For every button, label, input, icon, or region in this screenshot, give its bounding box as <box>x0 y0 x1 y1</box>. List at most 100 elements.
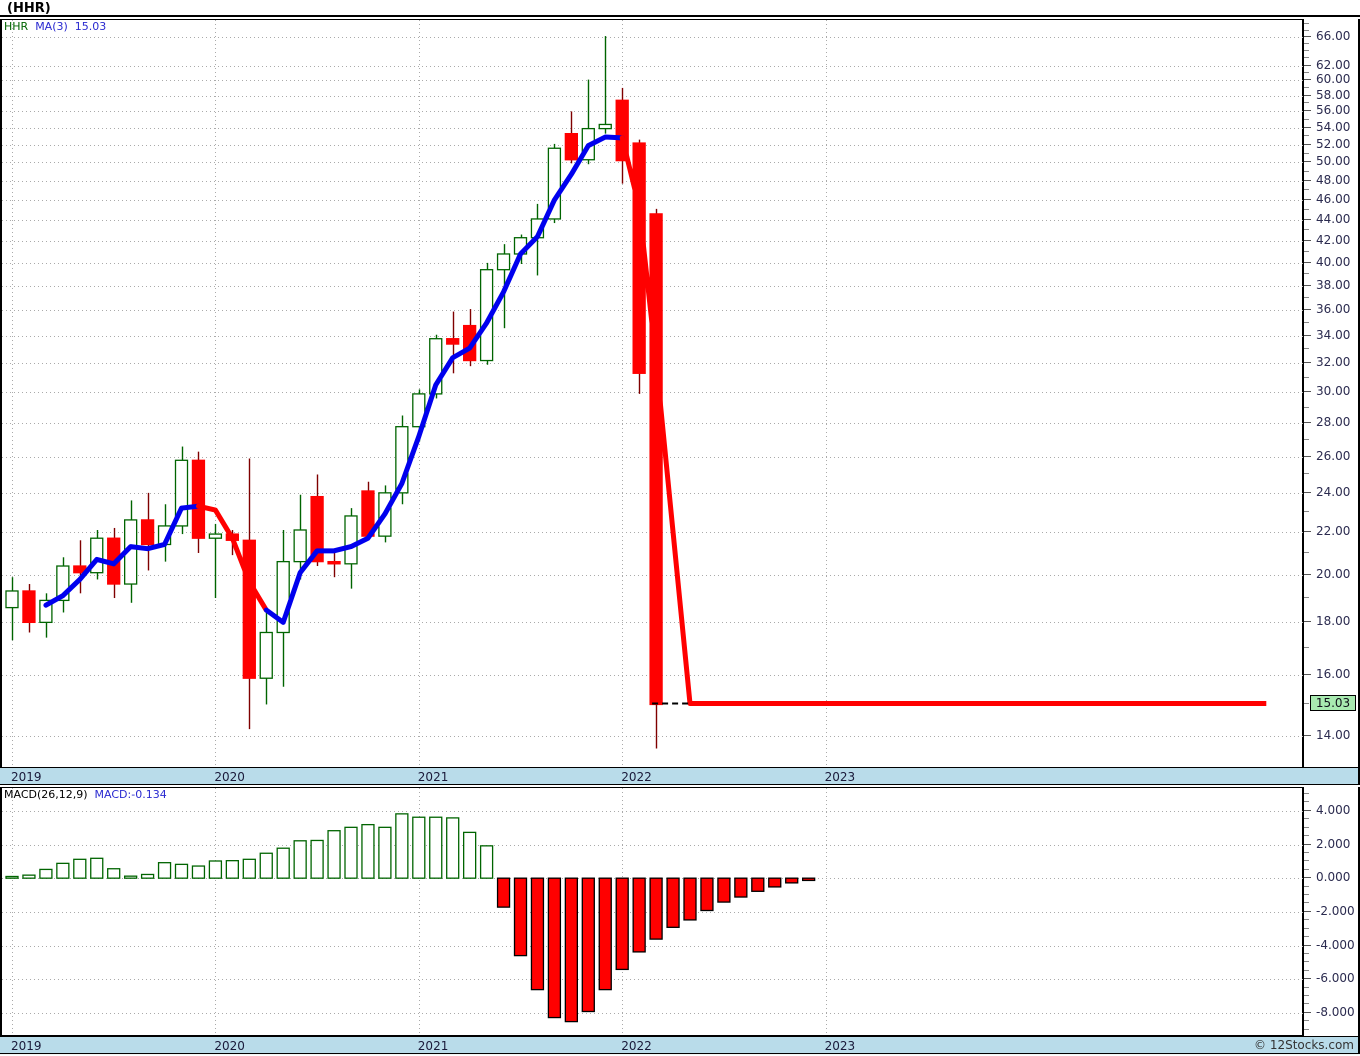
price-chart-panel[interactable] <box>0 19 1304 767</box>
price-tick-label: 26.00 <box>1316 448 1351 463</box>
macd-y-axis: 4.000 2.000 0.000 -2.000 -4.000 -6.000 -8.000 <box>1304 787 1360 1036</box>
x-axis-year-label-price: 2019 <box>11 770 42 784</box>
macd-x-axis-stub <box>1304 1036 1360 1054</box>
macd-minor-tick <box>1304 852 1309 853</box>
legend-symbol: HHR <box>4 20 29 33</box>
price-minor-tick <box>1304 30 1309 31</box>
price-minor-tick <box>1304 552 1309 553</box>
price-tick-mark <box>1304 65 1311 66</box>
price-tick-label: 62.00 <box>1316 57 1351 72</box>
macd-tick-mark <box>1304 1012 1311 1013</box>
macd-tick-label: -4.000 <box>1316 937 1355 952</box>
price-tick-mark <box>1304 127 1311 128</box>
price-y-axis: 66.00 62.00 60.00 58.00 56.00 54.00 52.00 50.00… <box>1304 19 1360 767</box>
price-minor-tick <box>1304 647 1309 648</box>
macd-minor-tick <box>1304 987 1309 988</box>
price-tick-mark <box>1304 735 1311 736</box>
macd-minor-tick <box>1304 793 1309 794</box>
price-minor-tick <box>1304 189 1309 190</box>
x-axis-year-label-macd: 2023 <box>824 1039 856 1053</box>
macd-legend: MACD(26,12,9) MACD:-0.134 <box>4 788 167 801</box>
price-tick-label: 34.00 <box>1316 328 1351 343</box>
macd-chart-canvas[interactable] <box>2 788 1304 1035</box>
macd-chart-panel[interactable] <box>0 787 1304 1036</box>
price-minor-tick <box>1304 23 1309 24</box>
macd-minor-tick <box>1304 970 1309 971</box>
price-tick-label: 40.00 <box>1316 254 1351 269</box>
copyright-notice: © 12Stocks.com <box>1254 1038 1354 1052</box>
price-minor-tick <box>1304 119 1309 120</box>
price-tick-label: 22.00 <box>1316 524 1351 539</box>
price-x-axis-band: 2019 2020 2021 2022 2023 <box>0 767 1304 785</box>
macd-x-axis-band: 2019 2020 2021 2022 2023 <box>0 1036 1304 1054</box>
price-tick-mark <box>1304 422 1311 423</box>
price-minor-tick <box>1304 597 1309 598</box>
price-tick-mark <box>1304 180 1311 181</box>
price-tick-label: 60.00 <box>1316 72 1351 87</box>
price-tick-label: 42.00 <box>1316 232 1351 247</box>
price-minor-tick <box>1304 322 1309 323</box>
title-bar: (HHR) <box>0 0 1360 17</box>
price-tick-label: 50.00 <box>1316 154 1351 169</box>
macd-tick-mark <box>1304 945 1311 946</box>
macd-tick-mark <box>1304 911 1311 912</box>
macd-minor-tick <box>1304 835 1309 836</box>
price-tick-label: 32.00 <box>1316 355 1351 370</box>
price-chart-canvas[interactable] <box>2 20 1304 766</box>
price-minor-tick <box>1304 703 1309 704</box>
price-minor-tick <box>1304 153 1309 154</box>
price-minor-tick <box>1304 511 1309 512</box>
macd-minor-tick <box>1304 827 1309 828</box>
price-tick-mark <box>1304 492 1311 493</box>
price-tick-mark <box>1304 79 1311 80</box>
x-axis-year-label-macd: 2022 <box>621 1039 652 1053</box>
price-minor-tick <box>1304 87 1309 88</box>
price-tick-mark <box>1304 199 1311 200</box>
macd-tick-mark <box>1304 810 1311 811</box>
price-tick-mark <box>1304 621 1311 622</box>
x-axis-year-label-macd: 2021 <box>417 1039 449 1053</box>
price-tick-mark <box>1304 285 1311 286</box>
price-tick-label: 54.00 <box>1316 119 1351 134</box>
price-tick-label: 58.00 <box>1316 87 1351 102</box>
price-tick-mark <box>1304 456 1311 457</box>
price-tick-mark <box>1304 262 1311 263</box>
price-tick-label: 36.00 <box>1316 302 1351 317</box>
macd-tick-label: 0.000 <box>1316 870 1351 885</box>
macd-tick-label: 4.000 <box>1316 802 1351 817</box>
macd-minor-tick <box>1304 961 1309 962</box>
price-minor-tick <box>1304 273 1309 274</box>
macd-tick-label: -8.000 <box>1316 1004 1355 1019</box>
price-tick-mark <box>1304 674 1311 675</box>
x-axis-year-label-macd: 2019 <box>11 1039 42 1053</box>
price-tick-mark <box>1304 391 1311 392</box>
price-tick-mark <box>1304 240 1311 241</box>
price-tick-label: 24.00 <box>1316 484 1351 499</box>
macd-minor-tick <box>1304 818 1309 819</box>
price-minor-tick <box>1304 251 1309 252</box>
price-tick-mark <box>1304 95 1311 96</box>
macd-minor-tick <box>1304 801 1309 802</box>
price-x-axis-stub <box>1304 767 1360 785</box>
macd-tick-label: 2.000 <box>1316 836 1351 851</box>
price-minor-tick <box>1304 297 1309 298</box>
macd-minor-tick <box>1304 894 1309 895</box>
macd-minor-tick <box>1304 953 1309 954</box>
x-axis-year-label-macd: 2020 <box>214 1039 245 1053</box>
macd-minor-tick <box>1304 902 1309 903</box>
macd-minor-tick <box>1304 995 1309 996</box>
price-tick-label: 48.00 <box>1316 172 1351 187</box>
legend-ma-label: MA(3) <box>35 20 68 33</box>
macd-minor-tick <box>1304 1029 1309 1030</box>
price-tick-label: 56.00 <box>1316 103 1351 118</box>
price-tick-mark <box>1304 574 1311 575</box>
macd-tick-mark <box>1304 978 1311 979</box>
price-tick-label: 44.00 <box>1316 211 1351 226</box>
price-tick-label: 20.00 <box>1316 566 1351 581</box>
x-axis-year-label-price: 2023 <box>824 770 856 784</box>
price-minor-tick <box>1304 209 1309 210</box>
price-tick-label: 30.00 <box>1316 384 1351 399</box>
price-legend: HHR MA(3) 15.03 <box>4 20 106 33</box>
price-tick-label: 28.00 <box>1316 415 1351 430</box>
